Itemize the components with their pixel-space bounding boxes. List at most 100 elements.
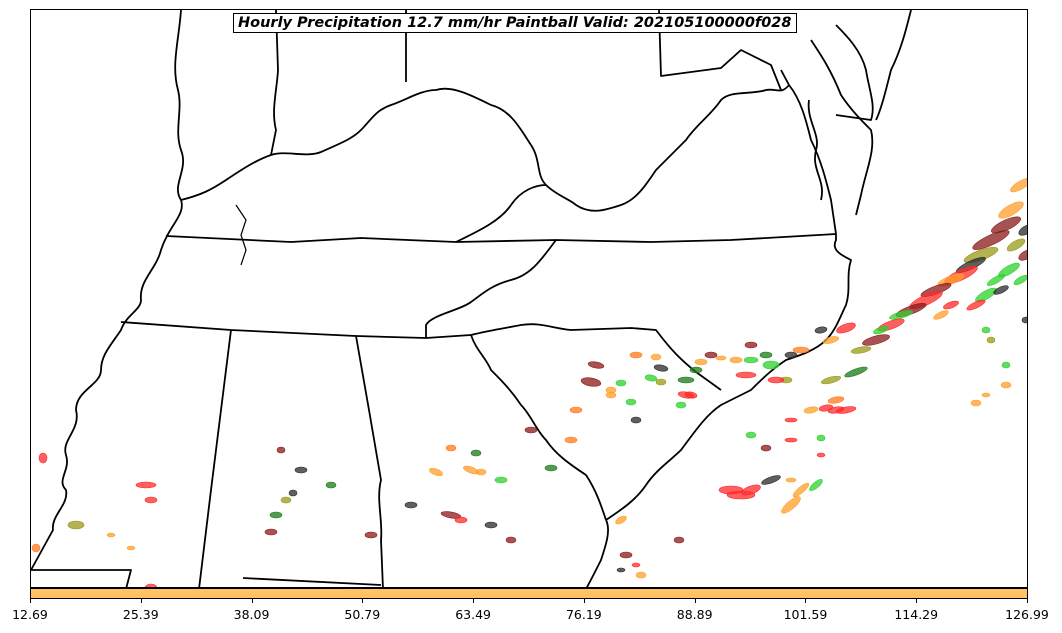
north-carolina-south-carolina-line (470, 323, 722, 391)
precip-blob (494, 476, 508, 484)
precip-blob (689, 366, 703, 374)
precip-blob (269, 511, 283, 519)
precip-blob (822, 336, 840, 344)
precip-blob (677, 376, 695, 384)
precip-blob (650, 353, 662, 361)
mid-atlantic-coast (875, 10, 912, 121)
precip-blob (616, 567, 626, 573)
new-jersey-coast (835, 24, 874, 121)
precip-blob (993, 285, 1009, 295)
tennessee-north-carolina-line (425, 239, 557, 338)
precip-blob (635, 571, 647, 579)
precip-blob (862, 334, 890, 346)
precip-blob (743, 356, 759, 364)
precip-blob (364, 531, 378, 539)
colorbar-tick-label: 88.89 (676, 607, 713, 622)
precip-blob (38, 452, 48, 464)
map-panel (30, 9, 1028, 588)
precip-blob (873, 325, 889, 335)
precip-blob (827, 396, 845, 404)
precip-blob (470, 449, 482, 457)
mississippi-river-boundary (31, 10, 184, 571)
precip-blob (803, 406, 819, 414)
precip-blob (653, 364, 669, 372)
precip-blob (505, 536, 517, 544)
map-title: Hourly Precipitation 12.7 mm/hr Paintbal… (233, 13, 797, 33)
precip-blob (673, 536, 685, 544)
precip-blob (454, 516, 468, 524)
colorbar (30, 588, 1028, 599)
colorbar-tick (251, 599, 253, 603)
colorbar-tick (916, 599, 918, 603)
precip-blob (785, 477, 797, 483)
colorbar-tick-label: 12.69 (12, 607, 48, 622)
west-virginia-boundary (530, 69, 790, 212)
indiana-ohio-line (270, 10, 279, 156)
precip-blob (619, 551, 633, 559)
precip-blob (625, 398, 637, 406)
precip-blob (809, 479, 823, 491)
precip-blob (1001, 361, 1011, 369)
precip-blob (288, 489, 298, 497)
colorbar-tick-label: 126.99 (1005, 607, 1049, 622)
precip-blob (991, 216, 1021, 234)
colorbar-tick-label: 38.09 (233, 607, 270, 622)
precipitation-map (31, 10, 1027, 587)
precip-blob (31, 543, 41, 553)
precip-blob (981, 326, 991, 334)
precip-blob (844, 366, 868, 378)
precip-blob (524, 426, 538, 434)
precip-blob (889, 310, 913, 320)
precip-blob (1018, 249, 1027, 261)
precip-blob (580, 377, 602, 387)
ohio-river-boundary (180, 87, 532, 201)
colorbar-tick (473, 599, 475, 603)
precip-blob (943, 300, 959, 310)
precip-blob (937, 273, 965, 287)
precip-blob (762, 360, 780, 370)
precip-blob (729, 356, 743, 364)
precip-blob (1000, 381, 1012, 389)
precip-blob (715, 355, 727, 361)
precip-blob (429, 468, 443, 476)
precipitation-ensemble-blobs (31, 177, 1027, 587)
colorbar-tick (583, 599, 585, 603)
precip-blob (280, 496, 292, 504)
precip-blob (792, 346, 810, 354)
colorbar-tick (362, 599, 364, 603)
colorbar-tick-label: 25.39 (122, 607, 159, 622)
precip-blob (759, 351, 773, 359)
precip-blob (1013, 274, 1027, 286)
precip-blob (675, 401, 687, 409)
precip-blob (276, 446, 286, 454)
colorbar-tick-label: 114.29 (894, 607, 939, 622)
precip-blob (741, 484, 761, 496)
precip-blob (745, 431, 757, 439)
precip-blob (1010, 177, 1027, 193)
delmarva-coast (810, 39, 874, 216)
precip-blob (475, 468, 487, 476)
chesapeake-shore (807, 99, 823, 201)
precip-blob (933, 310, 949, 320)
colorbar-tick-label: 50.79 (344, 607, 381, 622)
precip-blob (986, 336, 996, 344)
precip-blob (67, 520, 85, 530)
precip-blob (966, 299, 986, 311)
precip-blob (835, 406, 857, 414)
precip-blob (784, 417, 798, 423)
precip-blob (814, 326, 828, 334)
precip-blob (816, 434, 826, 442)
precip-blob (694, 358, 708, 366)
colorbar-tick (694, 599, 696, 603)
colorbar-tick-label: 63.49 (455, 607, 492, 622)
colorbar-tick (140, 599, 142, 603)
precip-blob (144, 496, 158, 504)
precip-blob (264, 528, 278, 536)
precip-blob (655, 378, 667, 386)
precip-blob (972, 230, 1010, 250)
virginia-north-line (788, 84, 837, 235)
precip-blob (569, 406, 583, 414)
precip-blob (735, 371, 757, 379)
precip-blob (816, 452, 826, 458)
gulf-state-line (31, 569, 132, 587)
